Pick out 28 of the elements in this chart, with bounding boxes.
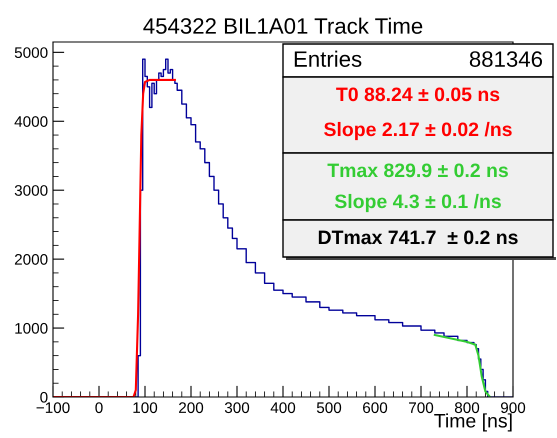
x-tick-label: 500 [316, 402, 342, 414]
y-tick-label: 5000 [14, 47, 48, 58]
x-tick-label: 900 [500, 402, 526, 414]
y-tick-label: 3000 [14, 185, 48, 196]
line-series [53, 78, 176, 397]
x-tick-label: 400 [270, 402, 296, 414]
x-tick-label: 100 [133, 402, 158, 414]
x-tick-label: 600 [363, 402, 388, 414]
annotation: Slope 2.17 ± 0.02 /ns [324, 122, 512, 140]
x-tick-label: 300 [224, 402, 250, 414]
annotation: T0 88.24 ± 0.05 ns [336, 87, 500, 102]
y-tick-label: 0 [40, 392, 48, 403]
chart-title: 454322 BIL1A01 Track Time [143, 18, 422, 34]
line-series [434, 334, 492, 397]
annotation: 881346 [470, 51, 542, 67]
x-tick-label: 700 [409, 402, 434, 414]
annotation: Slope 4.3 ± 0.1 /ns [334, 194, 501, 212]
annotation: Entries [294, 50, 362, 67]
annotation: Tmax 829.9 ± 0.2 ns [327, 163, 508, 178]
x-tick-label: 200 [179, 402, 204, 414]
annotation: DTmax 741.7 ± 0.2 ns [318, 230, 518, 244]
x-tick-label: 0 [95, 402, 103, 414]
y-tick-label: 1000 [15, 322, 48, 334]
y-tick-label: 4000 [14, 116, 48, 127]
x-tick-label: 800 [454, 402, 480, 414]
y-tick-label: 2000 [14, 254, 48, 265]
x-tick-label: −100 [36, 402, 70, 414]
x-axis-title: Time [ns] [434, 413, 512, 432]
